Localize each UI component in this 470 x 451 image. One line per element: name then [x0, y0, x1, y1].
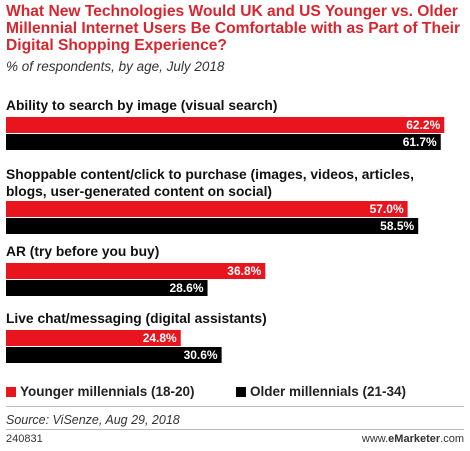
brand-url: www.eMarketer.com: [362, 433, 464, 445]
category-label: Ability to search by image (visual searc…: [6, 98, 277, 113]
divider-line: [6, 429, 464, 430]
category-label: Live chat/messaging (digital assistants): [6, 311, 267, 326]
divider-line: [6, 406, 464, 407]
chart-source: Source: ViSenze, Aug 29, 2018: [6, 413, 180, 427]
data-label: 30.6%: [184, 348, 218, 362]
bar-older: [6, 218, 419, 234]
data-label: 36.8%: [227, 264, 261, 278]
chart-id: 240831: [6, 433, 43, 445]
bar-younger: [6, 117, 445, 133]
legend-item-younger: Younger millennials (18-20): [6, 384, 195, 399]
bar-chart: Ability to search by image (visual searc…: [6, 98, 445, 363]
data-label: 62.2%: [406, 118, 440, 132]
legend-swatch-younger: [6, 387, 16, 397]
data-label: 58.5%: [380, 219, 414, 233]
category-label: AR (try before you buy): [6, 244, 159, 259]
legend-item-older: Older millennials (21-34): [236, 384, 406, 399]
legend-swatch-older: [236, 387, 246, 397]
bar-younger: [6, 201, 408, 217]
chart-subtitle: % of respondents, by age, July 2018: [6, 59, 225, 74]
data-label: 57.0%: [370, 202, 404, 216]
legend-label-older: Older millennials (21-34): [250, 384, 407, 399]
bar-older: [6, 347, 222, 363]
category-label: blogs, user-generated content on social): [6, 184, 272, 199]
brand-suffix: .com: [440, 433, 464, 445]
data-label: 61.7%: [403, 135, 437, 149]
chart-title: What New Technologies Would UK and US Yo…: [6, 3, 461, 54]
data-label: 24.8%: [143, 331, 177, 345]
bar-younger: [6, 330, 181, 346]
category-label: Shoppable content/click to purchase (ima…: [6, 167, 414, 182]
bar-younger: [6, 263, 266, 279]
brand-name: eMarketer: [388, 433, 441, 445]
data-label: 28.6%: [169, 281, 203, 295]
chart-legend: Younger millennials (18-20) Older millen…: [6, 384, 466, 400]
bar-older: [6, 134, 441, 150]
bar-older: [6, 280, 208, 296]
legend-label-younger: Younger millennials (18-20): [20, 384, 195, 399]
brand-prefix: www.: [361, 433, 389, 445]
